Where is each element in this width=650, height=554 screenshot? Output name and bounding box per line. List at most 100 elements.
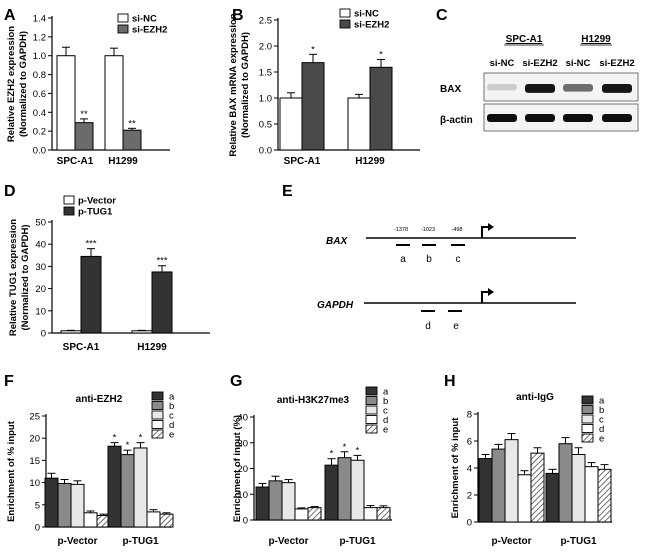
panel-g-bar-e: [307, 507, 322, 521]
panel-f-bar-c: [133, 447, 148, 528]
panel-b-legend-label: si-EZH2: [354, 20, 389, 31]
panel-a-significance: **: [128, 118, 136, 129]
actin-band: [487, 114, 517, 122]
panel-g-bar-a: [324, 464, 339, 521]
panel-g-bar-a: [255, 486, 270, 521]
panel-g-bar-e: [376, 507, 391, 521]
panel-b-ytick-label: 2.5: [259, 16, 272, 27]
panel-d-category-label: H1299: [137, 342, 167, 353]
panel-a-ytick-label: 0.2: [33, 127, 46, 138]
panel-d-ytick-label: 40: [35, 240, 46, 251]
panel-g-ylabel: Enrichment of input (%): [232, 415, 243, 522]
panel-a-legend-label: si-NC: [132, 14, 157, 25]
panel-a-ytick-label: 0.0: [33, 146, 46, 157]
panel-h-legend-swatch: [581, 424, 594, 433]
chart-panel-b: 0.0 0.5 1.0 1.5 2.0 2.5 Relative BAX mRNA expr…: [228, 9, 420, 167]
panel-f-legend-swatch: [151, 429, 164, 439]
panel-h-legend-swatch: [581, 395, 594, 405]
region-label-d: d: [425, 321, 431, 332]
panel-letter-d: D: [4, 183, 16, 200]
panel-d-legend-label: p-Vector: [78, 196, 116, 207]
panel-d-significance: ***: [85, 239, 96, 250]
panel-a-category-label: SPC-A1: [57, 156, 94, 167]
panel-b-bar-si-ezh2: [369, 66, 393, 151]
panel-f-bar-b: [120, 454, 135, 528]
panel-g-ytick-label: 0: [243, 516, 248, 527]
panel-b-ylabel: (Normalized to GAPDH): [240, 32, 251, 138]
panel-d-ytick-label: 0: [41, 329, 46, 340]
panel-h-ytick-label: 6: [467, 437, 472, 448]
panel-h-legend-swatch: [581, 405, 594, 414]
panel-g-ytick-label: 10: [237, 490, 248, 501]
panel-b-significance: *: [311, 44, 315, 55]
chart-panel-a: 0.0 0.2 0.4 0.6 0.8 1.0 1.2 1.4 Relative EZH2 ex…: [6, 14, 170, 167]
panel-letter-b: B: [232, 7, 244, 24]
panel-h-ytick-label: 0: [467, 518, 472, 529]
panel-letter-h: H: [444, 373, 456, 390]
panel-h-bar-d: [584, 466, 599, 523]
actin-band: [563, 114, 593, 122]
panel-f-bar-b: [57, 482, 72, 528]
panel-a-ytick-label: 1.2: [33, 32, 46, 43]
panel-h-bar-e: [530, 452, 545, 523]
region-label-e: e: [453, 321, 459, 332]
panel-h-bar-b: [558, 443, 573, 523]
panel-g-legend-label: c: [383, 406, 388, 417]
panel-h-legend-label: c: [599, 415, 604, 426]
panel-g-legend-swatch: [365, 396, 378, 405]
panel-a-category-label: H1299: [108, 156, 138, 167]
panel-f-legend-label: d: [169, 420, 174, 431]
panel-f-bar-e: [159, 513, 174, 528]
panel-b-ylabel: Relative BAX mRNA expression: [228, 13, 239, 156]
bax-tss-arrowhead-icon: [488, 223, 494, 231]
panel-d-legend-label: p-TUG1: [78, 207, 113, 218]
panel-f-ytick-label: 0: [35, 523, 40, 534]
panel-g-legend-label: e: [383, 425, 388, 436]
panel-h-legend-swatch: [581, 433, 594, 443]
panel-letter-a: A: [4, 7, 16, 24]
panel-g-category-label: p-Vector: [268, 536, 308, 547]
panel-d-bar-p-tug1: [151, 271, 173, 334]
blot-row-bax: BAX: [440, 84, 461, 95]
panel-g-bar-c: [281, 482, 296, 521]
region-label-b: b: [426, 254, 432, 265]
gapdh-tss-arrow-icon: [481, 291, 490, 303]
chart-panel-h: 0 2 4 6 8 Enrichment of % input anti-IgG p-Vect…: [450, 392, 612, 547]
panel-h-category-label: p-TUG1: [560, 536, 597, 547]
panel-letter-c: C: [436, 7, 448, 24]
panel-g-legend-swatch: [365, 415, 378, 424]
panel-a-ytick-label: 0.6: [33, 89, 46, 100]
bax-band: [602, 84, 632, 93]
panel-d-significance: ***: [156, 256, 167, 267]
panel-letter-g: G: [230, 373, 242, 390]
panel-g-significance: *: [343, 442, 347, 453]
panel-g-ytick-label: 40: [237, 413, 248, 424]
panel-a-ytick-label: 1.0: [33, 51, 46, 62]
panel-d-ytick-label: 20: [35, 284, 46, 295]
blot-lane-1: si-NC: [490, 58, 515, 69]
panel-f-bar-c: [70, 483, 85, 528]
bax-band: [563, 84, 593, 92]
bax-band: [525, 84, 555, 93]
panel-g-legend-swatch: [365, 405, 378, 415]
panel-f-ytick-label: 20: [29, 434, 40, 445]
western-blot: SPC-A1 H1299 si-NC si-EZH2 si-NC si-EZH2…: [440, 34, 639, 132]
panel-g-bar-d: [294, 508, 309, 521]
panel-f-legend-label: c: [169, 411, 174, 422]
panel-h-title: anti-IgG: [516, 392, 554, 403]
panel-f-legend-label: a: [169, 392, 175, 403]
panel-f-legend-swatch: [151, 420, 164, 429]
panel-a-bar-si-ezh2: [122, 129, 142, 151]
panel-h-ytick-label: 2: [467, 491, 472, 502]
panel-f-legend-swatch: [151, 391, 164, 401]
promoter-diagram: BAX -1378 -1023 -498 a b c GAPDH d e: [317, 223, 576, 332]
panel-f-bar-d: [83, 512, 98, 528]
panel-h-bar-c: [571, 454, 586, 523]
gene-label-bax: BAX: [326, 236, 348, 247]
gene-label-gapdh: GAPDH: [317, 300, 354, 311]
panel-h-ylabel: Enrichment of % input: [450, 417, 461, 519]
panel-b-legend-swatch: [339, 19, 351, 29]
panel-h-legend-swatch: [581, 414, 594, 424]
panel-b-bar-si-nc: [347, 97, 371, 151]
